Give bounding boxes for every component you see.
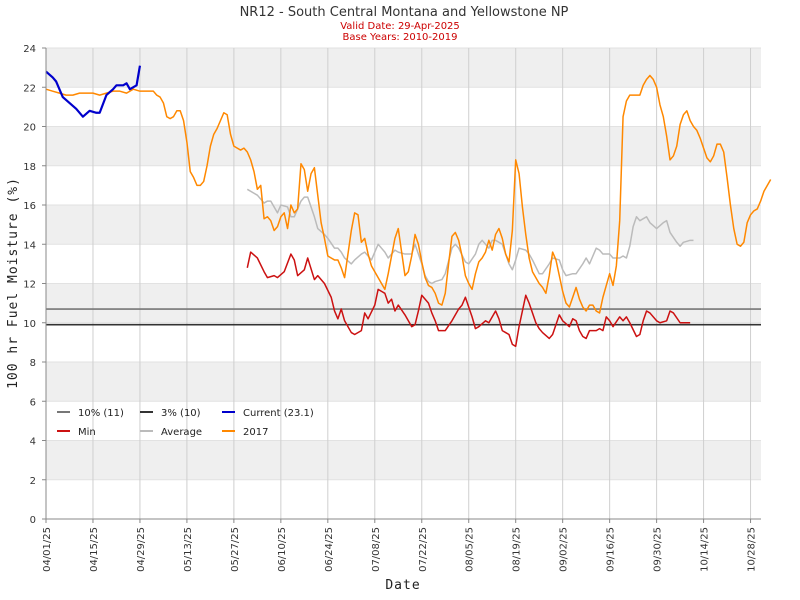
plot-background — [46, 47, 761, 520]
y-tick-label: 2 — [30, 476, 36, 487]
series-line-current-23-1 — [45, 65, 142, 118]
x-tick-label: 07/08/25 — [371, 527, 382, 572]
series-line-2017 — [45, 74, 772, 314]
y-tick-label: 14 — [23, 240, 36, 251]
x-tick-label: 06/10/25 — [277, 527, 288, 572]
y-tick-label: 8 — [30, 358, 36, 369]
x-tick-label: 06/24/25 — [324, 527, 335, 572]
x-tick-label: 05/27/25 — [230, 527, 241, 572]
x-tick-label: 10/14/25 — [700, 527, 711, 572]
legend-label: 2017 — [243, 427, 268, 438]
legend-label: 3% (10) — [161, 408, 201, 419]
grid-band — [46, 205, 761, 245]
legend-item-average: Average — [140, 427, 202, 438]
y-axis-label: 100 hr Fuel Moisture (%) — [6, 177, 21, 389]
chart-legend: 10% (11) 3% (10) Current (23.1) Min Average 2… — [57, 408, 314, 438]
chart-subtitle-base-years: Base Years: 2010-2019 — [343, 32, 458, 43]
grid-band — [46, 440, 761, 480]
legend-label: Current (23.1) — [243, 408, 314, 419]
y-tick-label: 4 — [30, 437, 36, 448]
legend-label: Min — [78, 427, 96, 438]
x-tick-label: 10/28/25 — [747, 527, 758, 572]
grid-band — [46, 362, 761, 402]
y-tick-label: 6 — [30, 397, 36, 408]
chart-title: NR12 - South Central Montana and Yellows… — [240, 5, 569, 20]
grid-band — [46, 126, 761, 166]
y-tick-label: 0 — [30, 515, 36, 526]
y-tick-label: 18 — [23, 162, 36, 173]
series-line-min — [246, 251, 691, 348]
legend-item-10-11: 10% (11) — [57, 408, 124, 419]
x-tick-label: 04/29/25 — [136, 527, 147, 572]
y-tick-label: 10 — [23, 319, 36, 330]
y-tick-label: 24 — [23, 44, 36, 55]
x-axis-label: Date — [385, 578, 420, 593]
x-tick-label: 08/19/25 — [512, 527, 523, 572]
y-tick-label: 12 — [23, 280, 36, 291]
legend-item-min: Min — [57, 427, 96, 438]
legend-label: Average — [161, 427, 202, 438]
x-tick-label: 05/13/25 — [183, 527, 194, 572]
legend-item-2017: 2017 — [222, 427, 268, 438]
grid-band — [46, 283, 761, 323]
grid-band — [46, 48, 761, 88]
legend-item-current-23-1: Current (23.1) — [222, 408, 314, 419]
x-tick-label: 04/15/25 — [89, 527, 100, 572]
x-tick-label: 09/30/25 — [653, 527, 664, 572]
y-tick-label: 20 — [23, 123, 36, 134]
series-line-average — [246, 188, 694, 285]
x-tick-label: 08/05/25 — [465, 527, 476, 572]
x-tick-label: 09/16/25 — [606, 527, 617, 572]
y-tick-label: 16 — [23, 201, 36, 212]
chart-subtitle-valid-date: Valid Date: 29-Apr-2025 — [340, 21, 460, 32]
x-tick-label: 07/22/25 — [418, 527, 429, 572]
y-tick-label: 22 — [23, 83, 36, 94]
x-tick-label: 04/01/25 — [42, 527, 53, 572]
x-tick-labels: 04/01/25 04/15/25 04/29/25 05/13/25 05/27/25… — [42, 519, 758, 572]
series-lines — [45, 65, 772, 348]
legend-label: 10% (11) — [78, 408, 124, 419]
legend-item-3-10: 3% (10) — [140, 408, 201, 419]
x-tick-label: 09/02/25 — [559, 527, 570, 572]
